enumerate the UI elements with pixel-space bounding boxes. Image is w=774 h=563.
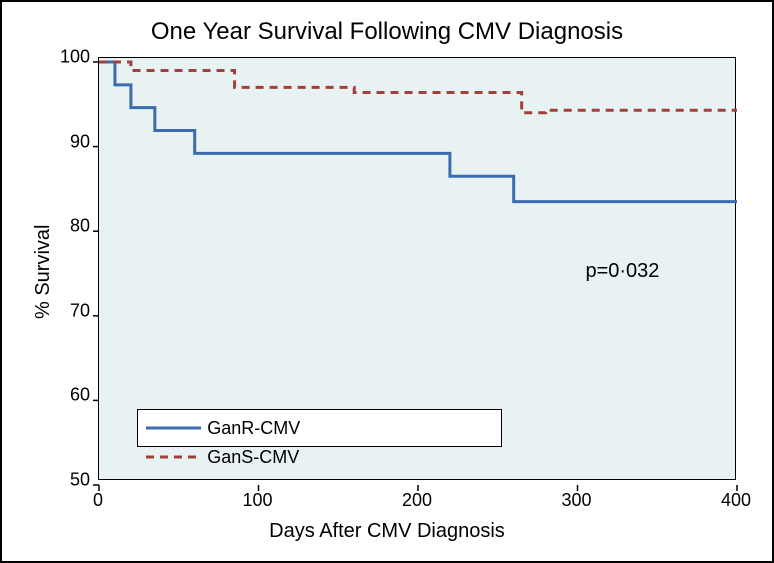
chart-frame: One Year Survival Following CMV Diagnosi…	[0, 0, 774, 563]
legend-box: GanR-CMVGanS-CMV	[137, 409, 502, 447]
series-line	[99, 62, 737, 202]
legend-swatch	[146, 418, 201, 438]
x-tick-label: 200	[402, 490, 432, 511]
legend-swatch	[146, 447, 201, 467]
legend-label: GanS-CMV	[207, 447, 299, 468]
x-tick-label: 300	[561, 490, 591, 511]
p-value-annotation: p=0·032	[585, 260, 659, 283]
x-tick-label: 0	[93, 490, 103, 511]
legend-item: GanR-CMV	[146, 414, 300, 442]
series-line	[99, 62, 737, 113]
legend-label: GanR-CMV	[207, 418, 300, 439]
legend-item: GanS-CMV	[146, 443, 299, 471]
y-axis-label: % Survival	[32, 224, 55, 318]
x-axis-label: Days After CMV Diagnosis	[2, 520, 772, 543]
y-tick-label: 90	[56, 131, 90, 152]
x-tick-label: 400	[721, 490, 751, 511]
y-tick-label: 60	[56, 385, 90, 406]
y-tick-label: 70	[56, 300, 90, 321]
y-tick-label: 100	[56, 47, 90, 68]
y-tick-label: 50	[56, 470, 90, 491]
plot-area: p=0·032 GanR-CMVGanS-CMV	[98, 57, 736, 480]
y-tick-label: 80	[56, 216, 90, 237]
x-tick-label: 100	[242, 490, 272, 511]
chart-title: One Year Survival Following CMV Diagnosi…	[2, 18, 772, 46]
